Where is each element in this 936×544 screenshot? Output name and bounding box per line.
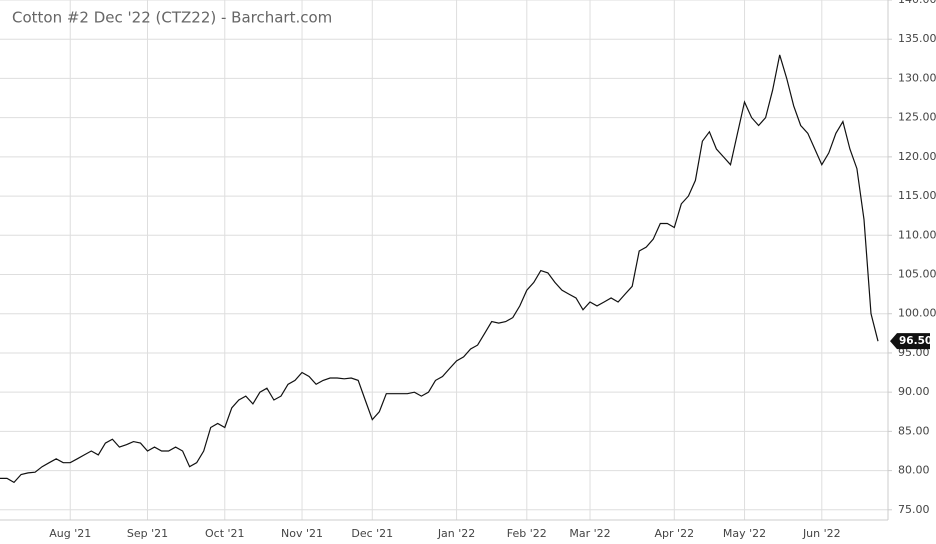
chart-title: Cotton #2 Dec '22 (CTZ22) - Barchart.com [12, 9, 332, 27]
y-tick-label: 105.00 [898, 268, 936, 281]
x-tick-label: Oct '21 [205, 527, 245, 540]
x-tick-label: Nov '21 [281, 527, 323, 540]
y-tick-label: 100.00 [898, 307, 936, 320]
x-tick-label: Sep '21 [127, 527, 168, 540]
x-tick-label: Aug '21 [49, 527, 91, 540]
y-tick-label: 140.00 [898, 0, 936, 6]
x-tick-label: Jan '22 [437, 527, 475, 540]
x-tick-label: Feb '22 [507, 527, 547, 540]
y-tick-label: 95.00 [898, 346, 930, 359]
last-value-tag [890, 333, 930, 350]
x-tick-label: Apr '22 [655, 527, 695, 540]
y-tick-label: 120.00 [898, 150, 936, 163]
y-tick-label: 110.00 [898, 228, 936, 241]
y-tick-label: 90.00 [898, 385, 930, 398]
x-tick-label: May '22 [723, 527, 766, 540]
price-line [0, 54, 879, 484]
y-tick-label: 130.00 [898, 71, 936, 84]
x-tick-label: Mar '22 [569, 527, 610, 540]
y-tick-label: 85.00 [898, 424, 930, 437]
y-tick-label: 75.00 [898, 503, 930, 516]
y-tick-label: 125.00 [898, 111, 936, 124]
x-tick-label: Dec '21 [351, 527, 393, 540]
grid [0, 0, 888, 520]
x-tick-label: Jun '22 [802, 527, 841, 540]
y-tick-label: 135.00 [898, 32, 936, 45]
y-tick-label: 115.00 [898, 189, 936, 202]
y-tick-label: 80.00 [898, 464, 930, 477]
last-value-label: 96.50 [899, 335, 932, 347]
